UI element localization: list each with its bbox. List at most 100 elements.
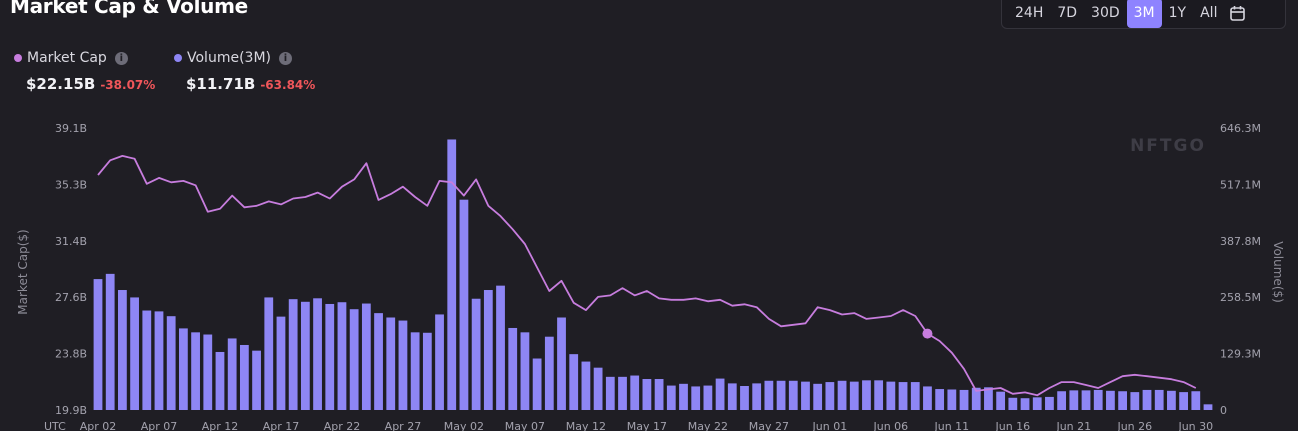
range-1y-button[interactable]: 1Y [1168,4,1187,21]
volume-bar [837,380,847,410]
x-tick-label: May 07 [505,420,545,431]
volume-bar [910,382,920,410]
volume-bar [581,361,591,410]
y-right-tick-label: 0 [1220,404,1227,417]
volume-bar [984,387,993,410]
volume-bar [947,389,957,410]
volume-bar [203,334,213,410]
volume-value: $11.71B [186,75,256,93]
volume-bar [130,297,139,410]
time-range-selector: 24H 7D 30D 3M 1Y All [1001,0,1286,29]
volume-bar [740,386,749,410]
volume-bar [166,316,176,410]
range-3m-button[interactable]: 3M [1126,0,1162,28]
volume-bar [715,378,725,410]
volume-bar [435,314,444,410]
volume-bar [569,354,579,410]
x-tick-label: Jun 16 [994,420,1030,431]
volume-bar [923,386,932,410]
info-icon[interactable]: i [114,51,128,65]
legend-volume[interactable]: Volume(3M) i [174,50,292,66]
volume-bar [154,311,164,410]
y-right-axis-label: Volume($) [1271,241,1285,303]
volume-bar [1203,404,1213,410]
x-tick-label: Jun 26 [1116,420,1152,431]
volume-bar [1179,392,1188,410]
x-tick-label: Jun 01 [812,420,848,431]
volume-bar [813,383,823,410]
volume-bar [1093,389,1103,410]
volume-bar [1045,396,1054,410]
volume-bar [679,383,688,410]
volume-bar [118,290,127,410]
x-tick-label: Apr 27 [385,420,422,431]
calendar-icon[interactable] [1230,0,1246,28]
nftgo-watermark: NFTGO [1130,136,1206,156]
volume-bar [544,336,554,410]
range-all-button[interactable]: All [1200,4,1218,21]
volume-bar [959,389,969,410]
market-cap-line [97,154,1197,397]
volume-bar [886,381,896,410]
volume-bar [337,302,347,410]
x-tick-label: Jun 21 [1055,420,1091,431]
volume-bar [1081,390,1091,410]
volume-bar [276,316,286,410]
volume-bar [764,380,774,410]
volume-bar [1106,390,1115,410]
volume-bar [398,320,408,410]
volume-bar [447,139,457,411]
volume-bar [849,381,859,410]
market-cap-hover-point [922,328,933,339]
volume-bar [227,338,237,410]
volume-bar [532,358,542,410]
volume-bar [1118,391,1128,410]
volume-bar [862,380,871,410]
volume-bar [1057,391,1067,410]
volume-bar [313,298,322,410]
volume-bar [349,309,359,410]
y-left-tick-label: 23.8B [55,348,87,361]
volume-bar [459,199,469,410]
volume-bar [642,379,652,410]
volume-bar [361,303,371,410]
volume-bar [874,380,884,410]
x-tick-label: May 02 [444,420,484,431]
volume-bar [666,385,676,410]
y-left-tick-label: 35.3B [55,178,87,191]
volume-bar [1069,390,1079,410]
x-tick-label: Jun 06 [873,420,909,431]
volume-bar [801,381,810,410]
volume-bar [1130,392,1140,410]
volume-bar [691,386,701,410]
y-right-tick-label: 517.1M [1220,178,1261,191]
range-7d-button[interactable]: 7D [1057,4,1078,21]
volume-bar [593,367,603,410]
market-cap-change: -38.07% [100,78,156,92]
volume-bar [1008,397,1018,410]
y-left-tick-label: 31.4B [55,235,87,248]
volume-dot-icon [174,54,182,62]
volume-bar [1032,397,1042,410]
range-30d-button[interactable]: 30D [1091,4,1120,21]
legend-volume-label: Volume(3M) [187,50,271,66]
volume-bar [1154,389,1164,410]
legend-market-cap[interactable]: Market Cap i [14,50,128,66]
x-tick-label: May 12 [566,420,606,431]
info-icon[interactable]: i [278,51,292,65]
market-cap-stat: $22.15B -38.07% [26,75,155,93]
range-24h-button[interactable]: 24H [1015,4,1044,21]
y-left-axis-label: Market Cap($) [16,229,30,314]
volume-bar [264,297,274,410]
y-right-tick-label: 646.3M [1220,122,1261,135]
legend-market-cap-label: Market Cap [27,50,107,66]
x-tick-label: Apr 12 [202,420,239,431]
volume-bar [727,383,737,410]
volume-bar [776,380,786,410]
volume-bar [935,389,945,410]
volume-bar [788,380,798,410]
volume-bar [1142,389,1152,410]
x-axis-timezone-label: UTC [44,420,66,431]
x-tick-label: Apr 22 [324,420,361,431]
volume-bar [520,332,530,410]
